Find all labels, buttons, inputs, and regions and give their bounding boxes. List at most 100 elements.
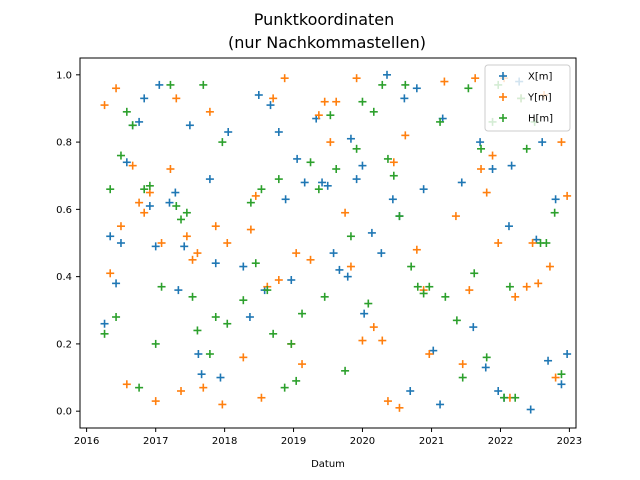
- data-point: [538, 138, 547, 147]
- data-point: [545, 262, 554, 271]
- data-point: [116, 239, 125, 247]
- y-tick-label: 1.0: [56, 70, 72, 81]
- data-point: [464, 84, 473, 93]
- data-point: [401, 80, 410, 89]
- data-point: [246, 225, 255, 234]
- data-point: [318, 178, 327, 187]
- x-axis-title: Datum: [311, 459, 345, 470]
- data-point: [457, 178, 466, 187]
- data-point: [436, 400, 445, 409]
- data-point: [360, 309, 369, 318]
- data-point: [488, 165, 497, 173]
- data-point: [239, 262, 248, 271]
- data-point: [205, 350, 214, 358]
- data-point: [395, 403, 404, 412]
- data-point: [287, 276, 296, 284]
- data-point: [550, 208, 559, 217]
- data-point: [364, 299, 373, 308]
- data-point: [224, 128, 233, 136]
- data-point: [522, 282, 531, 291]
- data-point: [557, 370, 566, 379]
- data-point: [458, 373, 467, 382]
- legend-frame: [484, 64, 571, 132]
- data-point: [389, 171, 398, 180]
- data-point: [287, 339, 296, 348]
- data-point: [419, 185, 428, 194]
- data-point: [469, 323, 478, 332]
- legend-marker: [499, 114, 507, 122]
- x-tick-label: 2023: [557, 436, 582, 447]
- data-point: [218, 138, 227, 147]
- data-point: [358, 97, 367, 106]
- data-point: [100, 319, 109, 328]
- data-point: [471, 74, 480, 83]
- data-point: [185, 121, 194, 130]
- data-point: [389, 158, 398, 167]
- data-point: [505, 282, 514, 291]
- data-point: [293, 154, 302, 163]
- data-point: [257, 393, 266, 402]
- data-point: [298, 360, 307, 369]
- data-point: [522, 144, 531, 153]
- data-point: [341, 208, 350, 217]
- data-point: [557, 380, 566, 389]
- data-point: [534, 279, 543, 288]
- data-point: [151, 339, 160, 348]
- data-point: [172, 94, 181, 103]
- data-point: [378, 336, 387, 345]
- data-point: [199, 80, 208, 89]
- data-point: [199, 383, 208, 392]
- data-point: [544, 356, 553, 365]
- data-point: [239, 353, 248, 362]
- data-point: [407, 262, 416, 271]
- data-point: [157, 282, 166, 291]
- legend-marker: [499, 72, 507, 80]
- data-point: [112, 313, 121, 321]
- legend-label: Y[m]: [527, 93, 552, 104]
- x-tick-label: 2016: [74, 436, 99, 447]
- data-point: [177, 215, 186, 224]
- data-point: [254, 91, 263, 99]
- data-point: [465, 286, 474, 295]
- data-point: [494, 387, 503, 395]
- data-point: [211, 313, 220, 321]
- data-point: [177, 387, 186, 395]
- data-point: [122, 380, 131, 389]
- data-point: [341, 366, 350, 375]
- data-point: [135, 198, 144, 207]
- data-point: [346, 262, 355, 271]
- data-point: [194, 350, 203, 358]
- data-point: [395, 212, 404, 221]
- data-point: [197, 370, 206, 379]
- data-point: [377, 249, 386, 258]
- data-point: [135, 117, 144, 126]
- data-point: [500, 393, 509, 402]
- data-point: [452, 316, 461, 325]
- data-point: [401, 131, 410, 140]
- data-point: [216, 373, 225, 382]
- data-point: [211, 222, 220, 231]
- data-point: [182, 208, 191, 217]
- data-point: [298, 309, 307, 318]
- data-point: [440, 77, 449, 86]
- data-point: [151, 397, 160, 406]
- data-point: [320, 97, 329, 106]
- data-point: [352, 74, 361, 83]
- data-point: [528, 239, 537, 247]
- data-point: [481, 363, 490, 372]
- data-point: [112, 84, 121, 93]
- data-point: [151, 242, 160, 251]
- data-point: [135, 383, 144, 392]
- legend-entries: X[m] Y[m] H[m]: [499, 72, 553, 125]
- data-point: [112, 279, 121, 288]
- data-point: [383, 70, 392, 79]
- data-point: [346, 134, 355, 143]
- data-point: [122, 158, 131, 167]
- data-point: [274, 175, 283, 184]
- data-point: [451, 212, 460, 221]
- data-point: [314, 185, 323, 194]
- data-point: [352, 175, 361, 184]
- data-point: [166, 80, 175, 89]
- data-point: [239, 296, 248, 305]
